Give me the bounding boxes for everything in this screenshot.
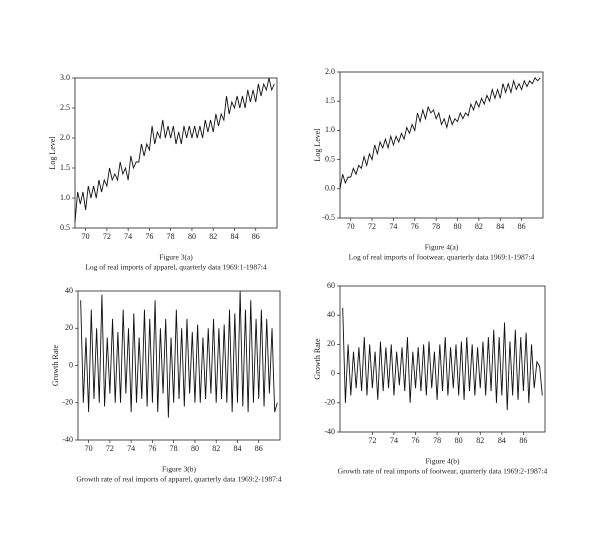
x-tick-label: 84 — [233, 444, 241, 453]
chart-panel: -40 -20 0 20 40 70 72 74 76 78 80 82 84 86 Growth Rate… — [51, 286, 282, 484]
figure-label: Figure 4(a) — [425, 243, 459, 252]
x-tick-label: 82 — [476, 436, 484, 445]
x-tick-label: 76 — [148, 444, 156, 453]
y-tick-label: 0 — [331, 368, 335, 377]
y-tick-label: -20 — [324, 398, 335, 407]
y-tick-label: 1.0 — [325, 125, 335, 134]
x-tick-label: 74 — [127, 444, 135, 453]
x-tick-label: 70 — [85, 444, 93, 453]
y-tick-label: 20 — [327, 339, 335, 348]
y-tick-label: 2.0 — [325, 67, 335, 76]
x-tick-label: 72 — [368, 436, 376, 445]
x-tick-label: 72 — [368, 222, 376, 231]
x-tick-label: 72 — [103, 232, 111, 241]
y-tick-label: 40 — [327, 310, 335, 319]
y-tick-label: 1.5 — [325, 96, 335, 105]
y-axis-label: Growth Rate — [313, 338, 322, 380]
figure-caption: Log of real imports of apparel, quarterl… — [85, 263, 267, 272]
x-tick-label: 78 — [433, 436, 441, 445]
x-tick-label: 86 — [518, 222, 526, 231]
x-tick-label: 86 — [519, 436, 527, 445]
y-tick-label: 1.0 — [60, 193, 70, 202]
y-tick-label: 3.0 — [60, 73, 70, 82]
y-tick-label: 2.0 — [60, 133, 70, 142]
y-tick-label: -40 — [324, 427, 335, 436]
y-axis-label: Growth Rate — [51, 345, 60, 387]
x-tick-label: 80 — [454, 222, 462, 231]
y-tick-label: 60 — [327, 281, 335, 290]
x-tick-label: 76 — [412, 436, 420, 445]
y-tick-label: 1.5 — [60, 163, 70, 172]
y-tick-label: 2.5 — [60, 103, 70, 112]
data-line — [342, 307, 543, 411]
figure-label: Figure 3(a) — [159, 253, 193, 262]
plot-frame — [74, 77, 278, 229]
x-tick-label: 82 — [209, 232, 217, 241]
data-line — [80, 290, 278, 418]
x-tick-label: 76 — [411, 222, 419, 231]
figure-label: Figure 3(b) — [162, 465, 196, 474]
x-tick-label: 84 — [496, 222, 504, 231]
y-axis-label: Log Level — [313, 128, 322, 162]
y-tick-label: 0.0 — [325, 184, 335, 193]
x-tick-label: 78 — [432, 222, 440, 231]
x-tick-label: 80 — [191, 444, 199, 453]
x-tick-label: 86 — [252, 232, 260, 241]
plot-frame — [339, 71, 544, 219]
data-line — [339, 77, 541, 189]
x-tick-label: 74 — [390, 436, 398, 445]
y-tick-label: -40 — [62, 435, 73, 444]
x-tick-label: 70 — [347, 222, 355, 231]
chart-panel: 0.5 1.0 1.5 2.0 2.5 3.0 70 72 74 76 78 80 82 84 86 Log … — [48, 73, 278, 272]
x-tick-label: 80 — [188, 232, 196, 241]
x-tick-label: 74 — [389, 222, 397, 231]
x-tick-label: 84 — [498, 436, 506, 445]
y-tick-label: 0 — [69, 360, 73, 369]
x-tick-label: 86 — [255, 444, 263, 453]
chart-panel: -40 -20 0 20 40 60 72 74 76 78 80 82 84 86 Growth Rate… — [313, 281, 548, 476]
x-tick-label: 78 — [170, 444, 178, 453]
x-tick-label: 80 — [455, 436, 463, 445]
y-tick-label: -20 — [62, 398, 73, 407]
y-tick-label: 20 — [65, 323, 73, 332]
x-tick-label: 76 — [145, 232, 153, 241]
figure-caption: Log of real imports of footwear, quarter… — [349, 253, 535, 262]
x-tick-label: 74 — [124, 232, 132, 241]
y-tick-label: 0.5 — [325, 154, 335, 163]
figure-label: Figure 4(b) — [426, 457, 460, 466]
plot-frame — [339, 285, 546, 433]
figure-caption: Growth rate of real imports of footwear,… — [338, 467, 548, 476]
x-tick-label: 78 — [167, 232, 175, 241]
y-tick-label: -0.5 — [322, 213, 335, 222]
x-tick-label: 72 — [106, 444, 114, 453]
x-tick-label: 70 — [82, 232, 90, 241]
y-tick-label: 0.5 — [60, 223, 70, 232]
x-tick-label: 84 — [230, 232, 238, 241]
data-line — [74, 77, 275, 223]
x-tick-label: 82 — [212, 444, 220, 453]
chart-panel: -0.5 0.0 0.5 1.0 1.5 2.0 70 72 74 76 78 80 82 84 86 Log… — [313, 67, 544, 262]
y-tick-label: 40 — [65, 286, 73, 295]
figure-caption: Growth rate of real imports of apparel, … — [76, 475, 282, 484]
x-tick-label: 82 — [475, 222, 483, 231]
y-axis-label: Log Level — [48, 136, 57, 170]
